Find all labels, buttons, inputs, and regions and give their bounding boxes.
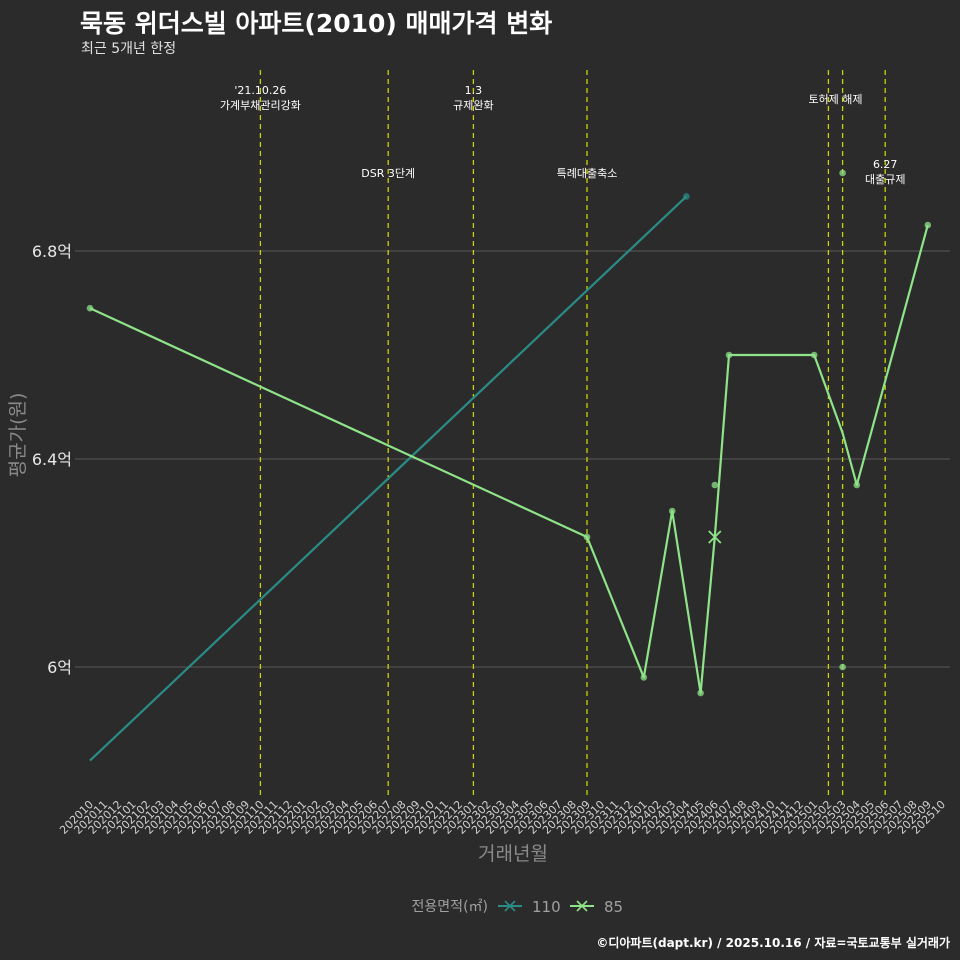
event-label: 1.3 — [465, 84, 483, 97]
data-point-85 — [583, 533, 591, 541]
data-point-85 — [697, 689, 704, 697]
y-tick-label: 6.8억 — [32, 242, 72, 261]
event-label: 토허제 해제 — [808, 92, 862, 106]
data-point-85 — [810, 351, 818, 359]
series-line-110 — [89, 195, 688, 762]
event-label: 특례대출축소 — [557, 167, 618, 180]
event-label: 규제완화 — [453, 99, 493, 112]
event-label: '21.10.26 — [234, 84, 286, 97]
data-point-85 — [725, 351, 733, 359]
event-label: 대출규제 — [865, 173, 905, 186]
data-point-85 — [668, 507, 676, 515]
event-label: 6.27 — [873, 158, 898, 171]
data-point-85 — [86, 304, 94, 312]
chart-subtitle: 최근 5개년 한정 — [81, 41, 177, 57]
event-label: 가계부채관리강화 — [220, 99, 301, 112]
y-tick-label: 6.4억 — [32, 450, 72, 469]
x-axis-title: 거래년월 — [478, 843, 548, 865]
legend-label-85: 85 — [604, 898, 623, 916]
data-point-85 — [924, 221, 932, 229]
source-caption: ©디아파트(dapt.kr) / 2025.10.16 / 자료=국토교통부 실… — [596, 936, 950, 950]
legend-title: 전용면적(㎡) — [412, 899, 488, 915]
legend-key-85 — [576, 900, 588, 912]
y-axis-title: 평균가(원) — [7, 393, 29, 478]
y-tick-label: 6억 — [47, 658, 72, 677]
data-point-85 — [853, 481, 861, 489]
data-point-85 — [839, 663, 846, 671]
chart-title: 묵동 위더스빌 아파트(2010) 매매가격 변화 — [80, 9, 553, 38]
legend-label-110: 110 — [532, 898, 561, 916]
data-point-85 — [711, 481, 719, 489]
event-label: DSR 3단계 — [361, 167, 415, 180]
cross-marker-85 — [708, 530, 722, 544]
legend-key-110 — [504, 900, 516, 912]
data-point-110 — [683, 193, 690, 200]
data-point-85 — [839, 169, 846, 177]
data-point-85 — [640, 674, 648, 681]
